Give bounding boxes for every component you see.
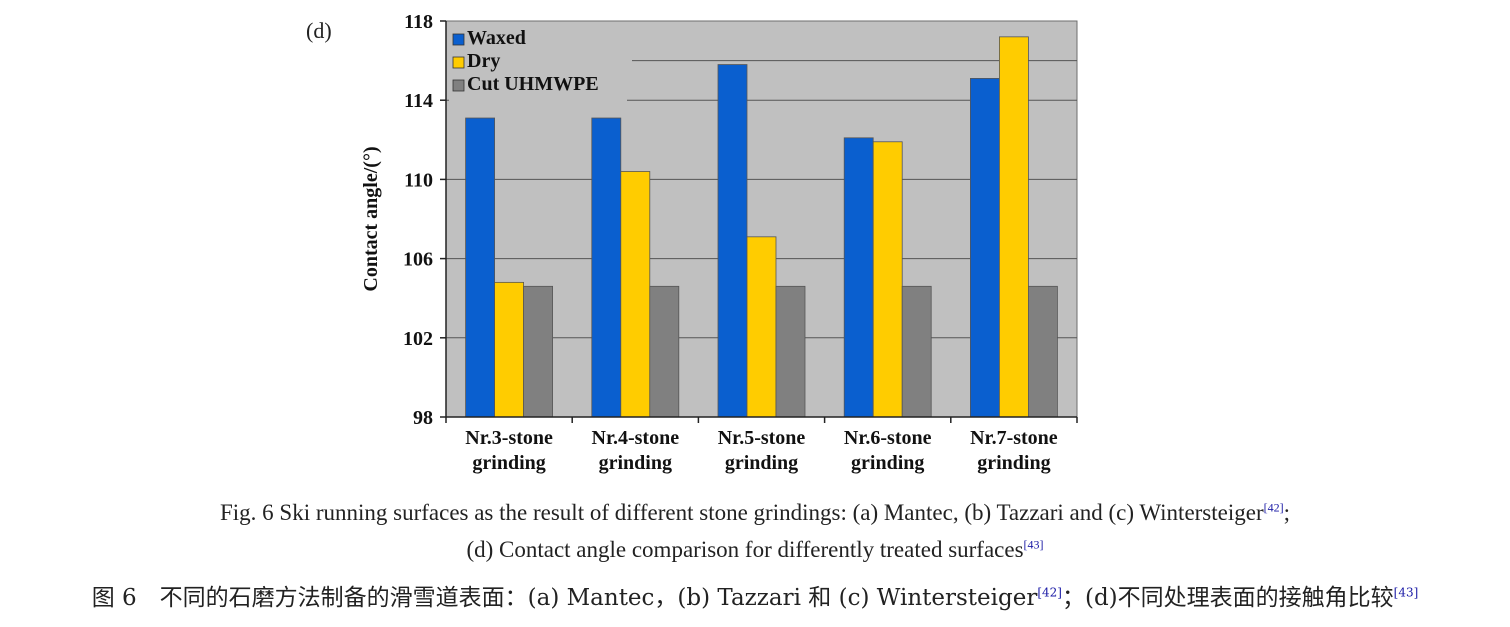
caption-english-text-1: Fig. 6 Ski running surfaces as the resul… <box>219 500 1264 525</box>
x-tick-label: grinding <box>472 452 545 474</box>
bar-cut-uhmwpe-2 <box>649 285 680 418</box>
axes <box>440 20 1078 423</box>
caption-english-punct: ; <box>1283 500 1291 525</box>
legend-swatch-waxed <box>452 33 465 46</box>
bar-cut-uhmwpe-4 <box>901 285 932 418</box>
bar-cut-uhmwpe-5 <box>1028 285 1058 418</box>
caption-chinese: 图 6 不同的石磨方法制备的滑雪道表面：(a) Mantec，(b) Tazza… <box>0 578 1510 612</box>
caption-chinese-text-2: ；(d)不同处理表面的接触角比较 <box>1061 585 1394 611</box>
bar-waxed-1 <box>465 117 496 418</box>
caption-english-text-2: (d) Contact angle comparison for differe… <box>466 537 1024 562</box>
legend-swatch-dry <box>452 56 465 69</box>
legend-swatch-cut-uhmwpe <box>452 79 465 92</box>
caption-chinese-text-1: 图 6 不同的石磨方法制备的滑雪道表面：(a) Mantec，(b) Tazza… <box>91 585 1038 611</box>
y-tick-label: 98 <box>413 407 433 429</box>
y-tick-label: 110 <box>404 169 433 191</box>
x-tick-label: Nr.4-stone <box>592 427 680 449</box>
reference-42-link[interactable]: [42] <box>1263 500 1284 515</box>
bar-waxed-3 <box>717 64 748 418</box>
bar-waxed-5 <box>970 78 1000 418</box>
y-tick-label: 114 <box>404 90 433 112</box>
x-tick-label: Nr.5-stone <box>718 427 806 449</box>
bar-dry-2 <box>620 171 651 418</box>
reference-43-link-zh[interactable]: [43] <box>1393 585 1419 600</box>
y-axis-label: Contact angle/(°) <box>360 146 382 291</box>
x-tick-label: grinding <box>725 452 798 474</box>
y-tick-label: 118 <box>404 11 433 33</box>
x-tick-label: Nr.6-stone <box>844 427 932 449</box>
bar-dry-5 <box>999 36 1029 418</box>
panel-label: (d) <box>306 18 332 43</box>
legend-box <box>449 25 627 101</box>
legend-label: Waxed <box>467 27 526 49</box>
bar-waxed-4 <box>843 137 874 418</box>
reference-42-link-zh[interactable]: [42] <box>1037 585 1062 600</box>
x-tick-label: grinding <box>851 452 924 474</box>
bar-cut-uhmwpe-1 <box>523 285 553 418</box>
reference-43-link[interactable]: [43] <box>1023 537 1044 552</box>
y-tick-label: 102 <box>403 328 433 350</box>
bar-dry-1 <box>494 281 525 418</box>
x-tick-label: Nr.3-stone <box>465 427 553 449</box>
bars <box>465 36 1058 418</box>
bar-waxed-2 <box>591 117 622 418</box>
y-tick-label: 106 <box>403 249 433 271</box>
caption-english-line-1: Fig. 6 Ski running surfaces as the resul… <box>0 500 1510 526</box>
legend-label: Dry <box>467 50 500 72</box>
x-tick-labels: Nr.3-stone grinding Nr.4-stone grinding Nr.5… <box>465 427 1058 474</box>
caption-english-line-2: (d) Contact angle comparison for differe… <box>0 537 1510 563</box>
bar-dry-4 <box>872 141 903 418</box>
x-tick-label: Nr.7-stone <box>970 427 1058 449</box>
legend-label: Cut UHMWPE <box>467 73 599 95</box>
bar-chart: 98 102 106 110 114 118 Nr.3-stone grinding Nr.4… <box>360 11 1078 474</box>
x-tick-label: grinding <box>599 452 672 474</box>
bar-cut-uhmwpe-3 <box>775 285 806 418</box>
bar-dry-3 <box>746 236 777 418</box>
x-tick-label: grinding <box>977 452 1050 474</box>
y-tick-labels: 98 102 106 110 114 118 <box>403 11 433 429</box>
